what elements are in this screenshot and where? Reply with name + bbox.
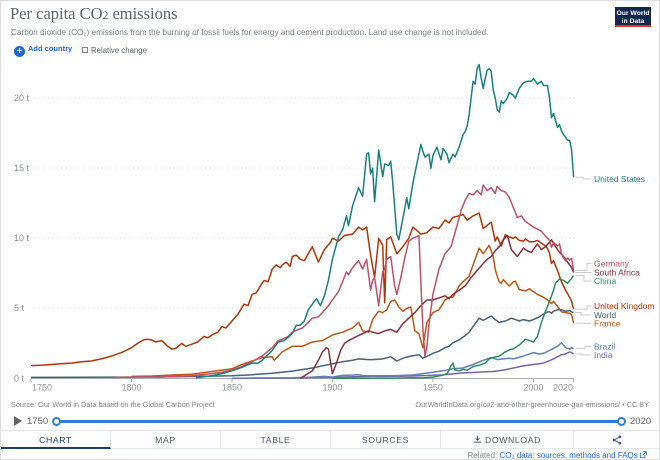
svg-text:1750: 1750: [32, 383, 52, 393]
svg-text:1850: 1850: [222, 383, 242, 393]
svg-text:20 t: 20 t: [14, 93, 30, 103]
svg-text:China: China: [594, 276, 616, 286]
svg-text:2020: 2020: [553, 383, 573, 393]
svg-text:1950: 1950: [423, 383, 443, 393]
svg-text:World: World: [594, 310, 616, 320]
svg-text:United States: United States: [594, 174, 645, 184]
svg-text:South Africa: South Africa: [594, 268, 640, 278]
svg-text:10 t: 10 t: [14, 233, 30, 243]
svg-text:2000: 2000: [523, 383, 543, 393]
svg-text:United Kingdom: United Kingdom: [594, 301, 654, 311]
svg-text:Brazil: Brazil: [594, 342, 615, 352]
svg-text:Germany: Germany: [594, 259, 630, 269]
svg-text:India: India: [594, 350, 613, 360]
svg-text:5 t: 5 t: [14, 303, 25, 313]
svg-text:1800: 1800: [121, 383, 141, 393]
svg-text:1900: 1900: [322, 383, 342, 393]
svg-text:0 t: 0 t: [14, 374, 25, 384]
svg-text:15 t: 15 t: [14, 163, 30, 173]
svg-text:France: France: [594, 319, 621, 329]
